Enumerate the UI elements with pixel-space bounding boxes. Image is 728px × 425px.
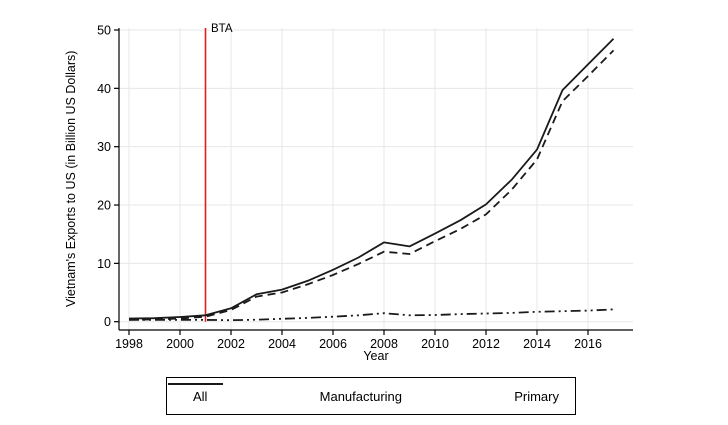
y-tick-label: 40 [97, 82, 111, 96]
bta-annotation-label: BTA [211, 23, 233, 35]
x-tick-label: 2006 [319, 337, 347, 351]
x-tick-label: 2002 [217, 337, 245, 351]
x-tick-label: 2016 [574, 337, 602, 351]
y-tick-label: 0 [104, 315, 111, 329]
x-axis-title: Year [363, 349, 389, 363]
x-tick-label: 2004 [268, 337, 296, 351]
x-tick-label: 2010 [421, 337, 449, 351]
legend-item-all: All [168, 383, 223, 404]
legend-label-all: All [193, 388, 208, 404]
y-tick-label: 20 [97, 199, 111, 213]
legend-item-manufacturing: Manufacturing [168, 383, 403, 404]
legend-label-primary: Primary [514, 388, 559, 404]
dash-dot-line-swatch [168, 383, 223, 385]
y-tick-label: 50 [97, 24, 111, 38]
legend-item-primary: Primary [168, 383, 559, 404]
x-tick-label: 1998 [115, 337, 143, 351]
legend-box: All Manufacturing Primary [166, 377, 576, 415]
series-line-primary [129, 308, 614, 322]
legend-label-manufacturing: Manufacturing [319, 388, 403, 404]
y-tick-label: 30 [97, 140, 111, 154]
series-line-all [128, 38, 615, 320]
x-tick-label: 2008 [370, 337, 398, 351]
x-tick-label: 2014 [523, 337, 551, 351]
y-tick-label: 10 [97, 257, 111, 271]
series-line-manufacturing [128, 49, 615, 321]
x-tick-label: 2000 [166, 337, 194, 351]
y-axis-title: Vietnam's Exports to US (in Billion US D… [64, 50, 78, 308]
x-tick-label: 2012 [472, 337, 500, 351]
